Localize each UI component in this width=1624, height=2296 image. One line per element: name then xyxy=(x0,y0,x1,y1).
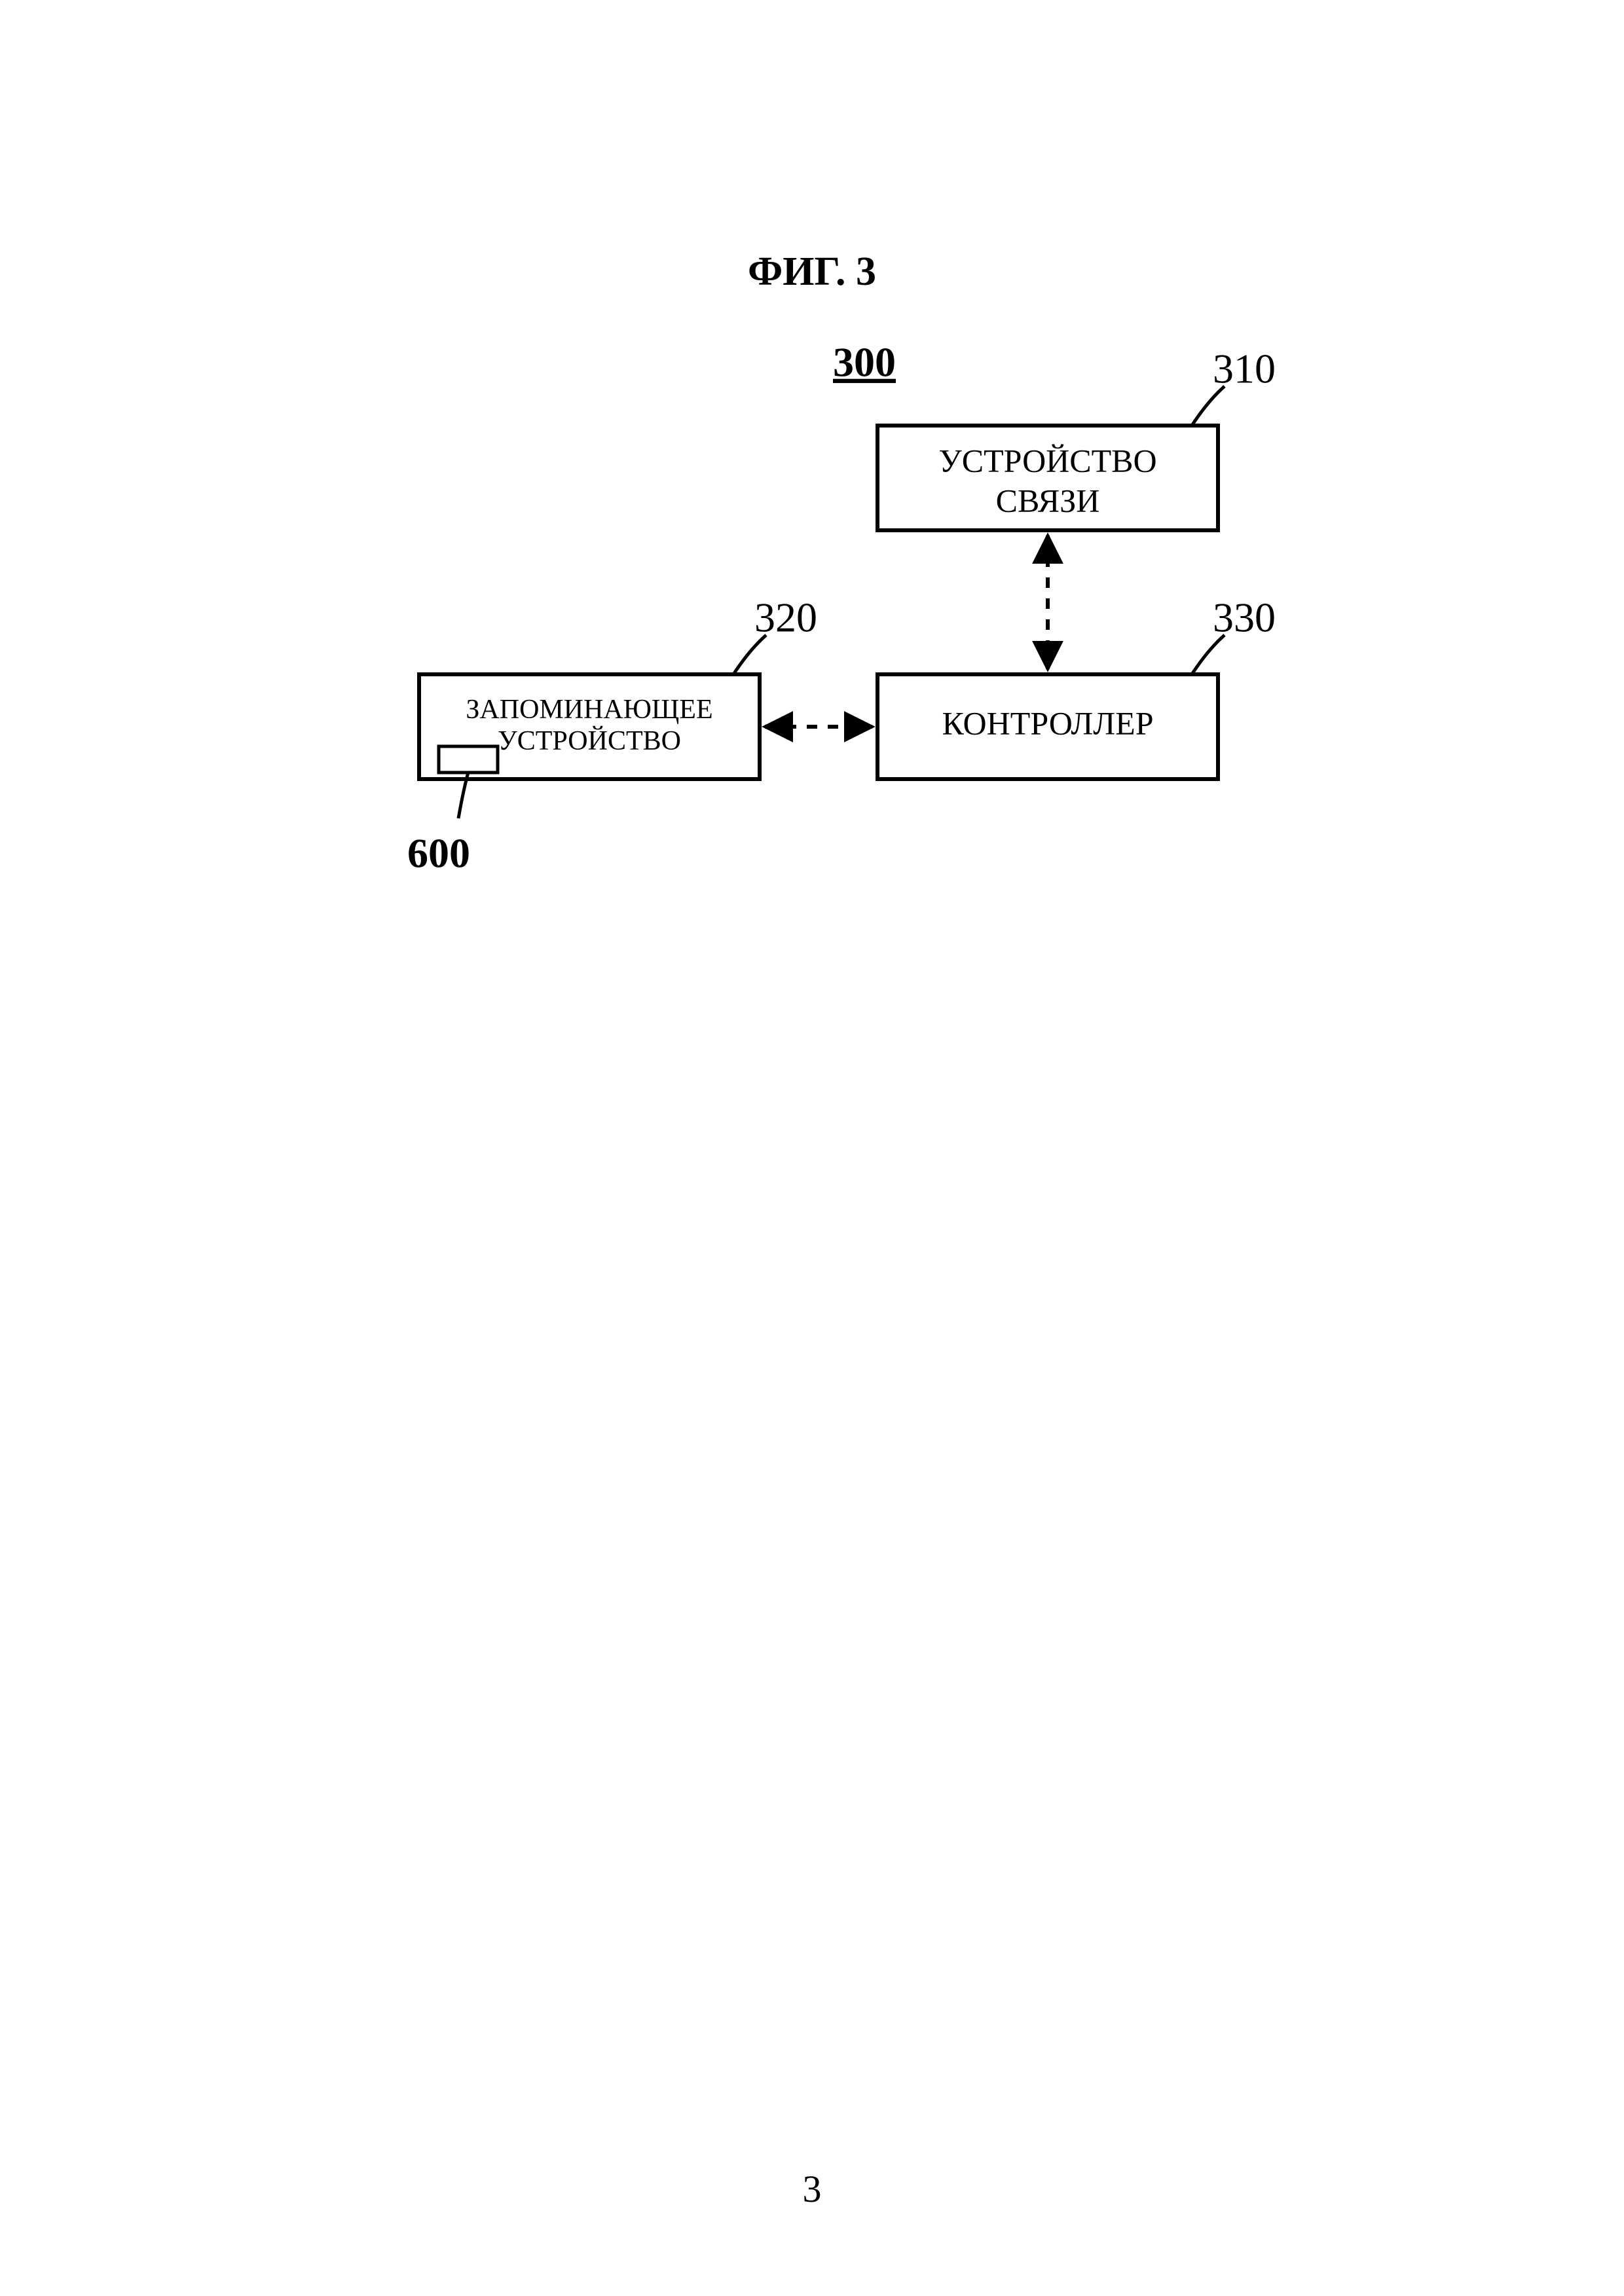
node-memory-inner-rect xyxy=(439,746,498,773)
page: ФИГ. 3 300 УСТРОЙСТВО СВЯЗИ 310 КОНТРОЛЛ… xyxy=(0,0,1624,2296)
page-number: 3 xyxy=(786,2167,838,2211)
node-controller-label: КОНТРОЛЛЕР xyxy=(942,704,1153,741)
figure-title: ФИГ. 3 xyxy=(720,249,904,295)
diagram-svg: 300 УСТРОЙСТВО СВЯЗИ 310 КОНТРОЛЛЕР 330 … xyxy=(288,340,1336,930)
ref-600: 600 xyxy=(407,830,470,877)
node-memory-hook xyxy=(733,635,766,674)
node-memory-label1: ЗАПОМИНАЮЩЕЕ xyxy=(466,695,712,725)
node-comm: УСТРОЙСТВО СВЯЗИ 310 xyxy=(877,346,1276,530)
node-comm-label1: УСТРОЙСТВО xyxy=(938,443,1156,479)
node-controller-hook xyxy=(1192,635,1225,674)
ref-300: 300 xyxy=(833,339,896,386)
ref-330: 330 xyxy=(1213,594,1276,641)
node-comm-hook xyxy=(1192,386,1225,426)
node-controller: КОНТРОЛЛЕР 330 xyxy=(877,594,1276,779)
node-memory: ЗАПОМИНАЮЩЕЕ УСТРОЙСТВО 320 600 xyxy=(407,594,817,877)
ref-320: 320 xyxy=(754,594,817,641)
node-memory-label2: УСТРОЙСТВО xyxy=(498,726,681,756)
ref-310: 310 xyxy=(1213,346,1276,392)
node-comm-label2: СВЯЗИ xyxy=(996,482,1100,519)
